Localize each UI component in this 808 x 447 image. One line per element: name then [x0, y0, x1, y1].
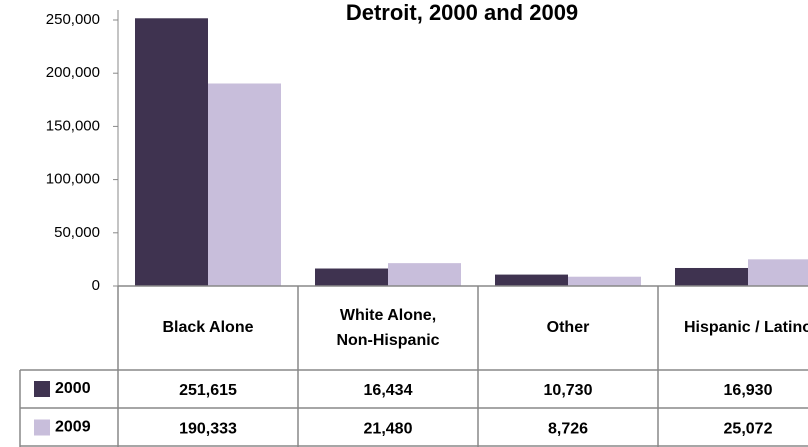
bar — [315, 268, 388, 286]
x-tick-label: Hispanic / Latino — [684, 319, 808, 336]
y-tick-label: 200,000 — [46, 64, 100, 81]
y-tick-label: 100,000 — [46, 171, 100, 188]
bar — [135, 18, 208, 286]
x-tick-label: Black Alone — [163, 319, 254, 336]
y-tick-label: 0 — [92, 277, 100, 294]
bar — [388, 263, 461, 286]
bar — [208, 83, 281, 286]
y-tick-label: 250,000 — [46, 11, 100, 28]
chart-title: Detroit, 2000 and 2009 — [346, 0, 578, 25]
legend-swatch — [34, 381, 50, 397]
legend-swatch — [34, 419, 50, 436]
table-value: 25,072 — [724, 421, 773, 438]
legend-label: 2009 — [55, 419, 91, 436]
x-tick-label: Other — [547, 319, 590, 336]
x-tick-label: White Alone, Non-Hispanic — [336, 307, 439, 349]
table-value: 190,333 — [179, 421, 237, 438]
table-value: 251,615 — [179, 382, 237, 399]
table-value: 8,726 — [548, 421, 588, 438]
bar — [675, 267, 748, 286]
y-tick-label: 50,000 — [54, 224, 100, 241]
table-value: 10,730 — [544, 382, 593, 399]
legend-label: 2000 — [55, 380, 91, 397]
y-tick-label: 150,000 — [46, 117, 100, 134]
bar — [568, 276, 641, 286]
table-value: 16,930 — [724, 382, 773, 399]
bar — [495, 274, 568, 286]
table-value: 21,480 — [364, 421, 413, 438]
table-value: 16,434 — [364, 382, 413, 399]
bar — [748, 259, 808, 286]
